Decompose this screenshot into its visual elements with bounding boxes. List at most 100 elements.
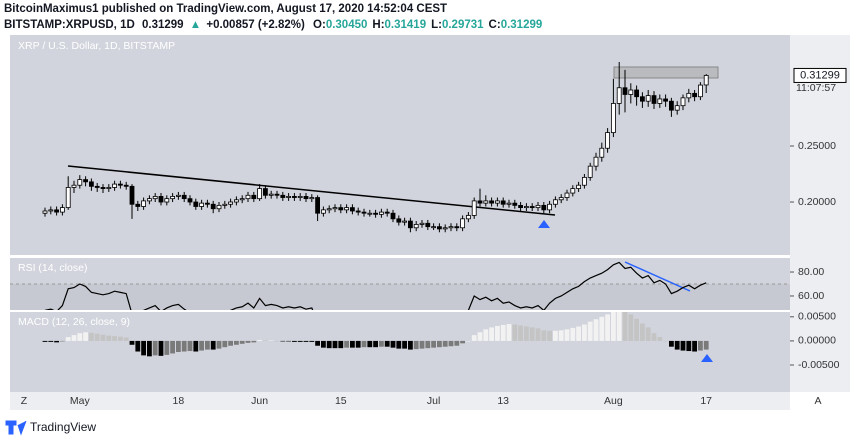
macd-bar [263,340,268,341]
price-plot [42,61,719,233]
candle-body [680,97,686,107]
x-tick-label: Aug [604,395,623,407]
candle-body [164,198,170,203]
candle-body [106,187,112,189]
macd-bar [628,314,634,341]
macd-bar [460,340,465,344]
candle-body [361,211,367,214]
y-tick-label: 80.00 [798,266,824,278]
macd-bar [367,340,373,348]
candle-body [274,193,280,196]
macd-bar [558,330,564,341]
y-tick-label: 60.00 [798,290,824,302]
x-tick-label: 15 [335,395,347,407]
macd-bar [361,340,367,348]
x-tick-label: 17 [700,395,712,407]
candle-body [553,199,558,205]
macd-bar [42,340,48,342]
macd-bar [100,334,106,341]
candle-body [199,202,205,207]
candle-body [564,192,570,198]
candle-body [204,202,210,205]
macd-bar [582,324,587,341]
candle-body [529,206,535,209]
x-tick-label: 18 [173,395,185,407]
publisher: BitcoinMaximus1 published on TradingView… [4,3,447,15]
candle-body [280,194,286,198]
candle-body [338,207,344,211]
macd-bar [645,327,651,341]
candle-body [558,197,564,201]
ohlc-key: C: [489,19,501,31]
auto-button[interactable]: A [814,395,821,407]
macd-bar [274,340,280,342]
candle-body [483,200,489,204]
macd-bar [89,332,94,341]
candle-body [384,211,390,214]
candle-body [303,196,309,200]
candle-body [448,226,454,229]
candle-body [320,209,326,214]
macd-bar [692,340,697,352]
macd-bar [332,340,338,349]
macd-bar [448,340,454,347]
macd-bar [123,337,129,341]
candle-body [454,226,460,229]
macd-bar [605,314,610,341]
candle-body [431,226,437,229]
macd-bar [495,325,500,341]
candle-body [622,87,628,95]
candle-body [222,203,228,206]
candle-body [518,204,523,209]
macd-bar [570,327,576,341]
candle-body [570,188,576,194]
macd-bar [228,340,233,346]
candle-body [326,208,332,211]
candle-body [419,222,425,225]
macd-bar [680,340,686,351]
candle-body [692,92,697,98]
macd-bar [599,316,605,341]
candle-body [535,204,541,209]
x-tick-label: 13 [497,395,509,407]
candle-body [355,210,361,213]
candle-body [651,95,657,104]
candle-body [100,187,106,189]
macd-bar [77,333,83,341]
macd-bar [587,321,593,341]
macd-bar [686,340,692,352]
macd-bar [471,335,477,341]
ohlc-value: 0.29731 [442,19,484,31]
candle-body [605,132,610,149]
candle-body [698,84,703,98]
candle-body [286,196,292,198]
macd-bar [297,340,303,342]
candle-body [686,92,692,99]
macd-bar [251,340,257,343]
price-title: XRP / U.S. Dollar, 1D, BITSTAMP [18,40,175,52]
macd-bar [611,312,616,341]
macd-bar [170,340,175,354]
candle-body [291,196,297,198]
macd-bar [703,340,709,350]
candle-body [582,176,587,186]
macd-bar [65,337,71,341]
y-tick-label: 0.00500 [798,311,836,323]
macd-bar [477,332,483,341]
last-price: 0.31299 [142,19,184,31]
macd-bar [205,340,210,350]
macd-bar [112,336,117,341]
macd-bar [106,335,112,341]
macd-bar [245,340,251,343]
scale-button[interactable]: Z [21,395,28,407]
candle-body [262,188,268,196]
macd-bar [268,340,274,341]
candle-body [512,202,518,206]
candle-body [593,156,599,167]
ohlc-key: L: [431,19,442,31]
macd-bar [54,340,59,343]
candle-body [251,194,257,200]
candle-body [239,198,245,201]
macd-bar [350,340,355,348]
